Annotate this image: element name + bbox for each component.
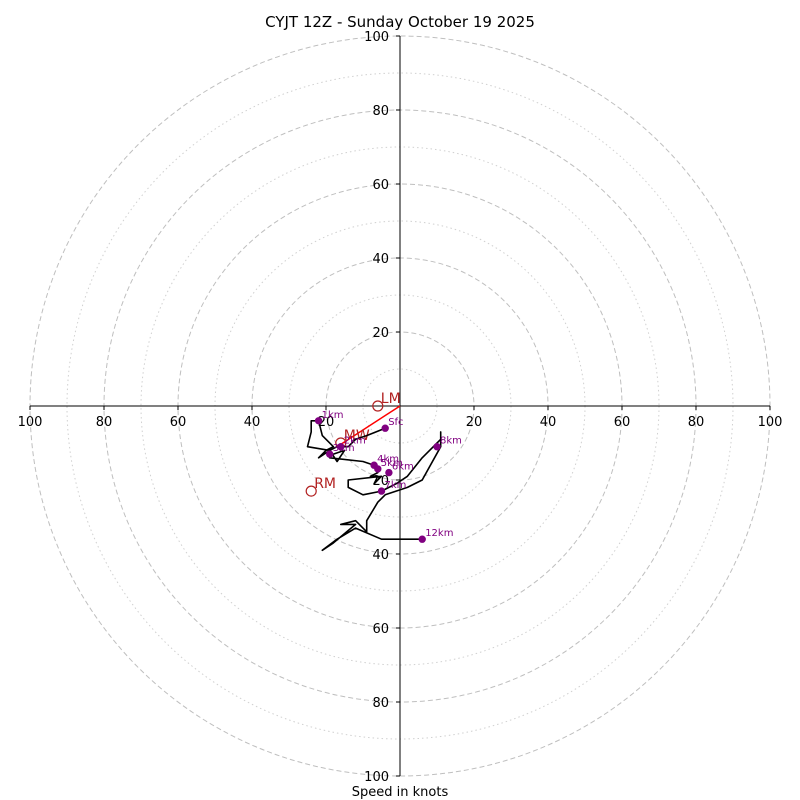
storm-marker-rm [305,485,317,497]
x-tick-label: 60 [614,415,631,430]
chart-title: CYJT 12Z - Sunday October 19 2025 [265,13,535,31]
y-tick-label: 20 [372,326,389,341]
x-tick-label: 80 [688,415,705,430]
height-label-6km: 6km [392,462,414,473]
storm-label-lm: LM [381,391,401,407]
height-dot-5km [374,465,382,473]
y-tick-label: 80 [372,104,389,119]
y-tick-label: 80 [372,696,389,711]
y-tick-label: 60 [372,622,389,637]
wind-profile-line [306,419,442,552]
height-label-1km: 1km [322,410,344,421]
shear-vector [336,405,401,448]
x-tick-label: 20 [466,415,483,430]
x-axis-label: Speed in knots [352,785,449,800]
height-dot-12km [418,535,426,543]
height-label-7km: 7km [385,480,407,491]
height-dot-2km [337,443,345,451]
height-dot-1km [314,417,323,425]
height-dot-3km [326,450,334,458]
height-label-sfc: Sfc [388,417,403,428]
height-dot-7km [377,487,386,495]
height-label-12km: 12km [425,528,453,539]
x-tick-label: 40 [540,415,557,430]
height-dot-6km [385,468,393,477]
storm-label-rm: RM [314,476,336,492]
y-tick-label: 40 [372,548,389,563]
tick-labels: 100 80 60 40 20 20 40 60 80 100100806040202040608… [18,30,783,785]
height-label-8km: 8km [440,436,462,447]
storm-motion: LM MW RM [305,391,401,497]
y-tick-label: 100 [364,30,389,45]
height-dot-8km [433,443,441,451]
y-tick-label: 40 [372,252,389,267]
x-tick-label: 40 [244,415,261,430]
x-tick-label: 80 [96,415,113,430]
y-tick-label: 60 [372,178,389,193]
storm-label-mw: MW [344,428,370,444]
storm-marker-lm [372,400,384,412]
x-tick-label: 100 [758,415,783,430]
height-label-3km: 3km [333,443,355,454]
height-label-2km: 2km [344,436,366,447]
y-tick-label: 100 [364,770,389,785]
hodograph-trace [306,419,442,552]
x-tick-label: 100 [18,415,43,430]
x-tick-label: 60 [170,415,187,430]
height-dot-sfc [381,424,389,432]
height-label-4km: 4km [377,454,399,465]
x-tick-label: 20 [318,415,335,430]
height-label-5km: 5km [381,458,403,469]
